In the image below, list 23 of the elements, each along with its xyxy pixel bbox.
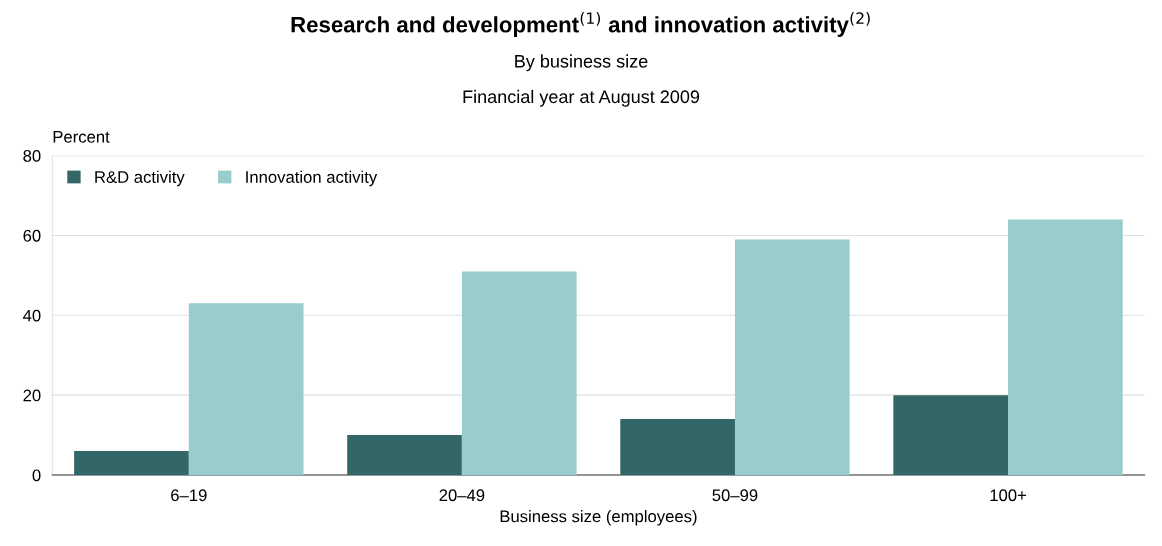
bar bbox=[893, 395, 1009, 476]
y-axis-title: Percent bbox=[53, 131, 110, 143]
bar bbox=[347, 435, 462, 476]
x-tick-label: 50–99 bbox=[712, 489, 758, 502]
y-tick-label: 0 bbox=[32, 469, 41, 482]
legend-label: Innovation activity bbox=[246, 170, 378, 187]
x-tick-label: 20–49 bbox=[439, 489, 485, 502]
y-tick-label: 40 bbox=[23, 309, 41, 322]
y-tick-label: 60 bbox=[23, 229, 41, 242]
chart-title: Research and development$^{(1)}$ and innovation activity$^{(2)}$ bbox=[291, 12, 870, 37]
legend-label: R&D activity bbox=[95, 170, 185, 187]
x-tick-label: 100+ bbox=[990, 489, 1026, 502]
y-tick-label: 20 bbox=[23, 389, 41, 402]
y-tick-label: 80 bbox=[23, 150, 41, 162]
x-tick-label: 6–19 bbox=[171, 489, 207, 502]
bar bbox=[1008, 219, 1123, 476]
chart-subtitle: By business size Financial year at August 2009 bbox=[463, 54, 700, 107]
bar bbox=[74, 451, 189, 476]
bar bbox=[620, 419, 735, 476]
bar bbox=[461, 271, 577, 476]
bar bbox=[734, 239, 850, 476]
x-axis-title: Business size (employees) bbox=[500, 510, 697, 526]
bar bbox=[188, 303, 304, 476]
